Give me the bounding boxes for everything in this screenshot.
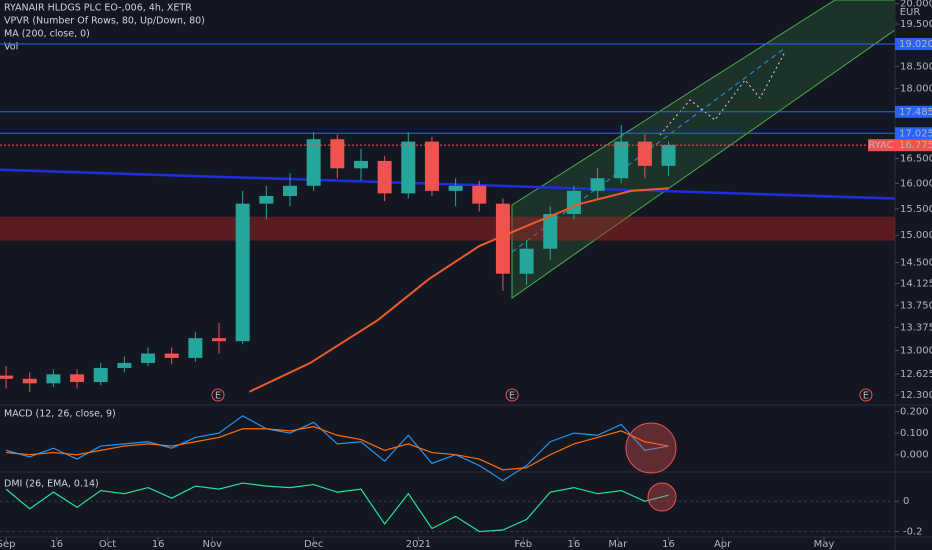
- candle-body: [117, 362, 132, 368]
- y-tick-label: 16.500: [900, 153, 932, 164]
- candle-body: [306, 139, 321, 186]
- trendline: [0, 168, 896, 200]
- indicator-label: DMI (26, EMA, 0.14): [4, 479, 99, 490]
- y-tick-label: 19.500: [900, 19, 932, 30]
- earnings-label: E: [863, 391, 869, 402]
- y-tick-label: 15.000: [900, 230, 932, 241]
- x-tick-label: Sep: [0, 539, 16, 550]
- candle-body: [448, 185, 463, 191]
- y-tick-label: 0.100: [900, 428, 929, 439]
- y-tick-label: -0.2: [903, 527, 923, 538]
- earnings-marker: [211, 388, 225, 402]
- macd-line: [6, 425, 669, 471]
- x-tick-label: Oct: [99, 539, 116, 550]
- level-label: 19.020: [899, 39, 932, 50]
- x-tick-label: 16: [50, 539, 63, 550]
- y-tick-label: 13.750: [900, 300, 932, 311]
- earnings-label: E: [509, 391, 515, 402]
- highlight: [625, 422, 677, 474]
- last-price-box: [895, 139, 932, 152]
- currency: EUR: [900, 7, 921, 18]
- ma-line: [249, 187, 669, 393]
- indicator-label: VPVR (Number Of Rows, 80, Up/Down, 80): [4, 16, 205, 27]
- y-tick-label: 16.000: [900, 178, 932, 189]
- y-tick-label: 0.000: [900, 450, 929, 461]
- indicator-label: MA (200, close, 0): [4, 29, 90, 40]
- x-tick-label: Apr: [714, 539, 732, 550]
- candle-body: [377, 160, 392, 194]
- candle-body: [543, 214, 558, 249]
- candle-body: [353, 160, 368, 169]
- candle-body: [590, 178, 605, 191]
- y-tick-label: 18.500: [900, 61, 932, 72]
- y-tick-label: 20.000: [900, 0, 932, 10]
- y-tick-label: 12.625: [900, 369, 932, 380]
- candle-body: [282, 185, 297, 196]
- candle-body: [0, 375, 14, 379]
- indicator-label: MACD (12, 26, close, 9): [4, 409, 116, 420]
- candle-body: [495, 203, 510, 274]
- indicator-label: Vol: [4, 42, 18, 53]
- x-tick-label: Dec: [304, 539, 323, 550]
- zone: [0, 216, 895, 241]
- candle-body: [566, 190, 581, 215]
- candle-body: [70, 374, 85, 383]
- y-tick-label: 13.000: [900, 345, 932, 356]
- candle-body: [188, 338, 203, 358]
- level-box: [895, 38, 932, 51]
- x-tick-label: 16: [568, 539, 581, 550]
- last-price-label: 16.775: [899, 140, 932, 151]
- y-tick-label: 13.375: [900, 323, 932, 334]
- level-label: 17.025: [899, 128, 932, 139]
- x-tick-label: 16: [152, 539, 165, 550]
- symbol-box: [868, 139, 895, 152]
- level-box: [895, 127, 932, 140]
- candle-body: [235, 203, 250, 342]
- level-box: [895, 105, 932, 118]
- y-tick-label: 0.200: [900, 406, 929, 417]
- x-tick-label: 16: [662, 539, 675, 550]
- candle-body: [93, 367, 108, 383]
- candle-body: [637, 141, 652, 166]
- x-tick-label: May: [814, 539, 835, 550]
- y-tick-label: 15.500: [900, 204, 932, 215]
- candle-body: [259, 195, 274, 204]
- y-tick-label: 14.500: [900, 258, 932, 269]
- x-tick-label: 2021: [406, 539, 431, 550]
- candle-body: [141, 353, 156, 363]
- x-tick-label: Nov: [202, 539, 222, 550]
- candle-body: [164, 353, 179, 358]
- macd-line: [5, 415, 669, 482]
- projection: [659, 51, 786, 136]
- channel-mid: [511, 47, 786, 253]
- candle-body: [22, 378, 37, 384]
- candle-body: [472, 185, 487, 204]
- y-tick-label: 12.300: [900, 390, 932, 401]
- earnings-marker: [505, 388, 519, 402]
- candle-body: [661, 144, 676, 166]
- candle-body: [330, 139, 345, 169]
- earnings-marker: [859, 388, 873, 402]
- chart-title: RYANAIR HLDGS PLC EO-,006, 4h, XETR: [4, 3, 192, 14]
- level-label: 17.485: [899, 107, 932, 118]
- x-tick-label: Mar: [608, 539, 628, 550]
- y-tick-label: 14.125: [900, 279, 932, 290]
- candle-body: [212, 338, 227, 342]
- y-tick-label: 18.000: [900, 83, 932, 94]
- dmi-line: [5, 482, 669, 533]
- symbol-label: RYAC: [868, 140, 893, 151]
- candle-body: [46, 374, 61, 384]
- earnings-label: E: [215, 391, 221, 402]
- highlight: [647, 482, 677, 512]
- x-tick-label: Feb: [514, 539, 532, 550]
- candle-body: [424, 141, 439, 191]
- y-tick-label: 0: [903, 496, 909, 507]
- candle-body: [519, 248, 534, 274]
- candle-body: [614, 141, 629, 179]
- candle-body: [401, 141, 416, 194]
